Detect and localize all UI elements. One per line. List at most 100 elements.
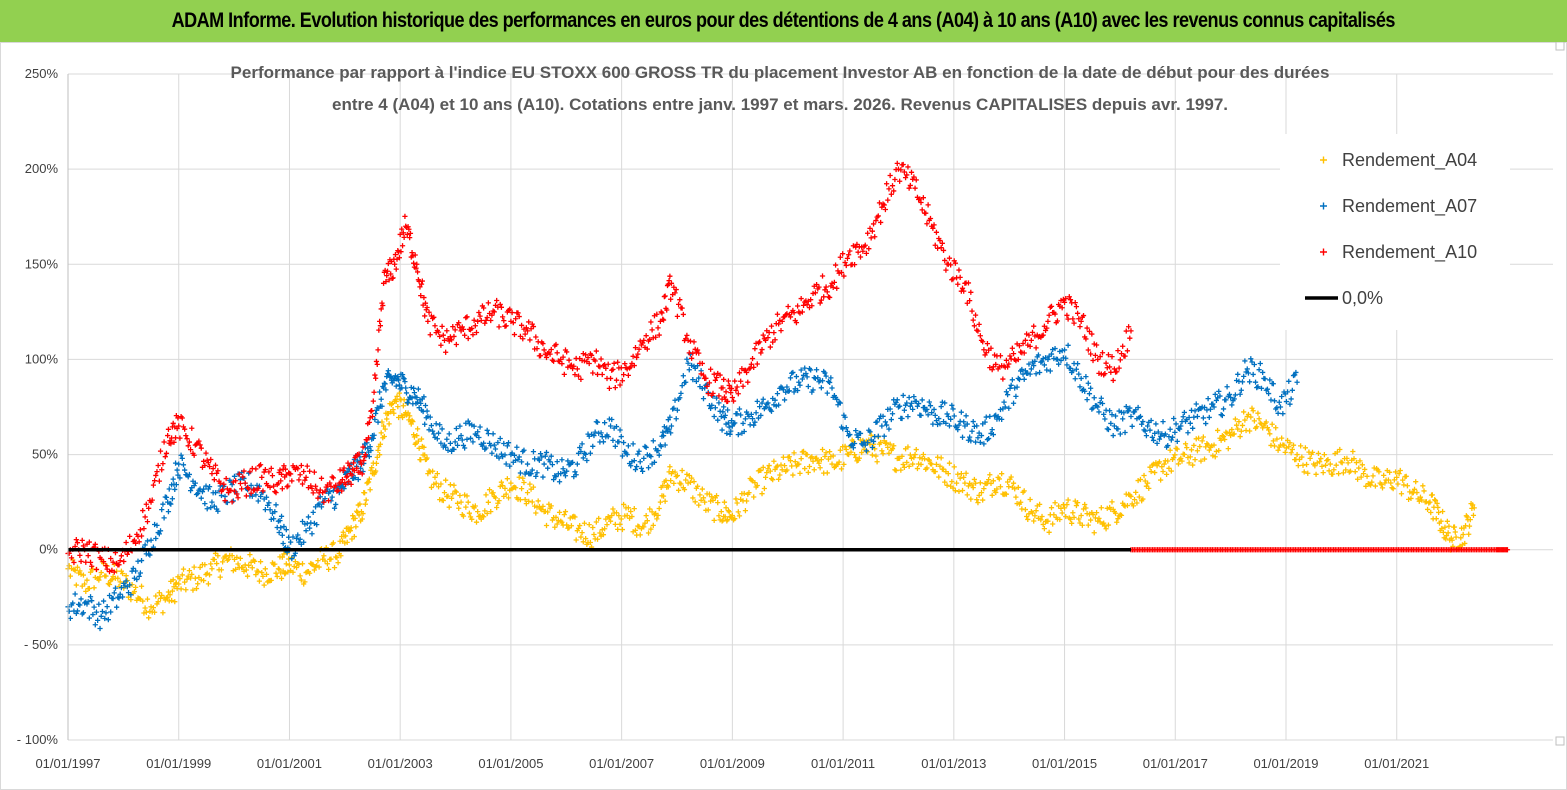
data-point: [481, 514, 487, 520]
data-point: [273, 570, 279, 576]
data-point: [1048, 351, 1055, 357]
data-point: [268, 577, 274, 584]
data-point: [175, 472, 181, 478]
data-point: [799, 376, 805, 382]
data-point: [111, 590, 117, 596]
data-point: [1256, 367, 1262, 373]
data-point: [815, 375, 821, 381]
data-point: [787, 458, 794, 464]
data-point: [248, 482, 254, 488]
legend-item-a07: Rendement_A07: [1320, 196, 1477, 217]
data-point: [888, 416, 894, 423]
data-point: [1009, 377, 1015, 383]
data-point: [874, 419, 880, 425]
data-point: [573, 537, 579, 543]
data-point: [1245, 411, 1252, 418]
data-point: [128, 592, 134, 598]
y-tick-label: 250%: [25, 66, 59, 81]
data-point: [79, 537, 85, 543]
data-point: [452, 439, 458, 445]
data-point: [246, 562, 252, 569]
data-point: [878, 439, 884, 446]
data-point: [74, 540, 81, 546]
data-point: [1026, 361, 1032, 367]
data-point: [212, 490, 219, 496]
data-point: [596, 515, 602, 522]
data-point: [971, 476, 977, 483]
data-point: [943, 420, 949, 426]
data-point: [873, 453, 879, 459]
data-point: [692, 499, 698, 505]
data-point: [1131, 496, 1138, 503]
data-point: [445, 447, 451, 453]
data-point: [702, 499, 708, 505]
data-point: [924, 406, 930, 412]
data-point: [612, 443, 618, 449]
data-point: [318, 504, 325, 510]
data-point: [456, 435, 462, 441]
data-point: [154, 522, 160, 528]
data-point: [989, 492, 995, 498]
data-point: [170, 577, 176, 583]
data-point: [462, 445, 468, 451]
data-point: [1153, 421, 1159, 427]
data-point: [1252, 379, 1259, 385]
data-point: [502, 452, 508, 458]
data-point: [1065, 342, 1071, 348]
data-point: [881, 433, 887, 439]
data-point: [689, 475, 695, 481]
data-point: [594, 419, 601, 425]
data-point: [146, 615, 152, 621]
data-point: [93, 609, 100, 615]
data-point: [771, 458, 777, 464]
data-point: [660, 483, 666, 489]
data-point: [742, 416, 749, 422]
data-point: [1248, 356, 1254, 362]
data-point: [1433, 516, 1439, 522]
x-tick-label: 01/01/2019: [1253, 756, 1318, 771]
data-point: [648, 526, 654, 532]
data-point: [732, 516, 738, 522]
data-point: [1031, 362, 1037, 369]
data-point: [1219, 412, 1225, 419]
data-point: [1077, 384, 1083, 390]
data-point: [927, 403, 934, 409]
data-point: [114, 604, 120, 610]
data-point: [1082, 388, 1088, 394]
data-point: [1180, 414, 1186, 420]
data-point: [1191, 414, 1197, 420]
data-point: [889, 446, 896, 452]
data-point: [1006, 405, 1012, 411]
data-point: [690, 377, 696, 383]
data-point: [518, 459, 525, 465]
data-point: [723, 505, 729, 511]
data-point: [933, 461, 940, 467]
data-point: [654, 516, 660, 522]
data-point: [528, 471, 534, 477]
data-point: [978, 432, 985, 439]
data-point: [390, 407, 396, 413]
data-point: [1039, 358, 1045, 364]
data-point: [1190, 462, 1196, 468]
data-point: [968, 438, 974, 444]
data-point: [1167, 426, 1173, 432]
data-point: [760, 464, 766, 470]
data-point: [352, 475, 358, 481]
data-point: [1193, 401, 1199, 407]
data-point: [885, 444, 891, 450]
data-point: [310, 509, 316, 516]
data-point: [868, 432, 874, 438]
data-point: [810, 458, 816, 464]
data-point: [981, 486, 987, 492]
data-point: [1152, 469, 1158, 476]
data-point: [456, 505, 462, 511]
data-point: [976, 492, 982, 499]
data-point: [924, 465, 930, 471]
data-point: [945, 413, 951, 420]
data-point: [396, 382, 402, 388]
data-point: [492, 446, 499, 452]
data-point: [972, 480, 979, 486]
data-point: [542, 453, 548, 459]
data-point: [1224, 384, 1230, 390]
data-point: [95, 617, 101, 623]
